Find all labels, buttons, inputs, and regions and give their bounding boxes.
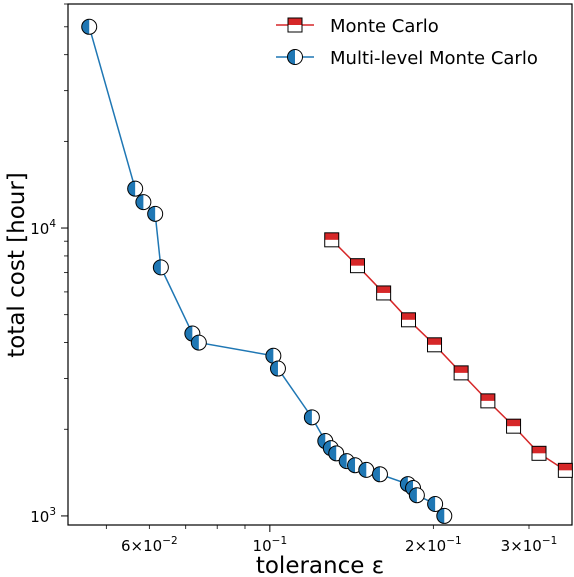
x-tick-label: 3×10−1 [501,535,558,555]
legend-entry-multi-level-monte-carlo: Multi-level Monte Carlo [276,48,538,69]
data-point-mc-7 [506,418,522,434]
plot-area [67,3,573,526]
legend-label: Multi-level Monte Carlo [330,48,538,69]
data-point-mlmc-10 [317,433,334,450]
y-tick-label: 104 [30,218,56,238]
x-axis-ticks: 6×10−2 10−1 2×10−1 3×10−1 [105,525,558,555]
data-point-mlmc-21 [436,507,453,524]
legend-marker [287,49,303,65]
series-line-monte-carlo [331,239,566,471]
data-point-mlmc-9 [303,409,320,426]
data-point-mlmc-8 [269,360,286,377]
data-point-mlmc-12 [328,445,345,462]
data-point-mlmc-16 [371,466,388,483]
data-point-mlmc-3 [147,205,164,222]
data-point-mc-8 [531,445,547,461]
data-point-mc-6 [480,393,496,409]
data-point-mlmc-19 [408,487,425,504]
data-point-mc-2 [376,285,392,301]
data-point-mc-0 [324,232,340,248]
x-tick-label: 2×10−1 [405,535,462,555]
data-point-mlmc-15 [358,461,375,478]
legend-label: Monte Carlo [330,16,439,37]
series-markers [81,18,573,524]
data-point-mlmc-2 [135,194,152,211]
data-point-mc-5 [453,365,469,381]
x-axis-label: tolerance ε [256,553,384,577]
data-point-mlmc-6 [190,334,207,351]
data-point-mc-4 [427,337,443,353]
y-tick-label: 103 [30,506,56,526]
data-point-mlmc-20 [427,496,444,513]
x-tick-label: 10−1 [253,535,288,555]
data-point-mc-3 [400,312,416,328]
y-axis-label: total cost [hour] [4,172,30,358]
data-point-mc-1 [349,258,365,274]
data-point-mlmc-0 [81,18,98,35]
data-point-mc-9 [557,462,573,478]
data-point-mlmc-4 [152,259,169,276]
legend-entry-monte-carlo: Monte Carlo [276,16,439,37]
data-point-mlmc-1 [127,180,144,197]
legend: Monte Carlo Multi-level Monte Carlo [276,16,538,69]
y-axis-ticks: 103 104 [30,3,68,526]
x-tick-label: 6×10−2 [121,535,178,555]
legend-marker [287,17,303,33]
